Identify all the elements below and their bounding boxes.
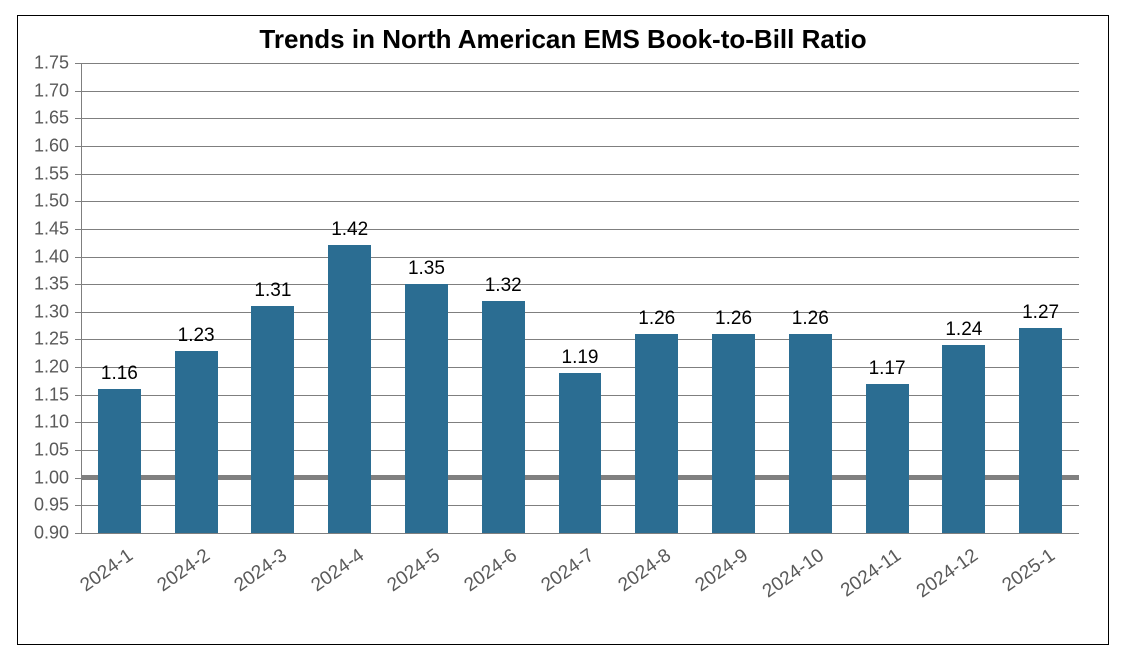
plot-area: 0.900.951.001.051.101.151.201.251.301.35… (81, 63, 1079, 533)
y-tickmark (75, 505, 81, 506)
x-tick-label: 2024-1 (77, 545, 138, 597)
y-tick-label: 1.10 (34, 412, 69, 433)
bar-value-label: 1.17 (869, 358, 906, 380)
bar-value-label: 1.19 (562, 347, 599, 369)
y-tickmark (75, 422, 81, 423)
bar-value-label: 1.31 (254, 280, 291, 302)
y-tickmark (75, 257, 81, 258)
bar (405, 284, 448, 533)
y-tick-label: 1.00 (34, 467, 69, 488)
y-tick-label: 1.45 (34, 218, 69, 239)
y-tick-label: 1.30 (34, 301, 69, 322)
bar-value-label: 1.27 (1022, 302, 1059, 324)
y-tickmark (75, 201, 81, 202)
y-tickmark (75, 146, 81, 147)
gridline (81, 339, 1079, 340)
bar (712, 334, 755, 533)
y-tick-label: 0.95 (34, 495, 69, 516)
x-tick-label: 2024-12 (913, 545, 983, 603)
bar-value-label: 1.42 (331, 219, 368, 241)
bar-value-label: 1.23 (178, 325, 215, 347)
y-tickmark (75, 174, 81, 175)
bar-value-label: 1.26 (792, 308, 829, 330)
bar (175, 351, 218, 533)
y-tick-label: 1.50 (34, 191, 69, 212)
y-tickmark (75, 533, 81, 534)
y-tickmark (75, 450, 81, 451)
bar (635, 334, 678, 533)
y-axis-line (81, 63, 82, 533)
bar (1019, 328, 1062, 533)
bar-value-label: 1.32 (485, 275, 522, 297)
x-tick-label: 2024-2 (154, 545, 215, 597)
y-tick-label: 1.20 (34, 357, 69, 378)
bar-value-label: 1.35 (408, 258, 445, 280)
chart-title: Trends in North American EMS Book-to-Bil… (18, 24, 1108, 55)
bar (789, 334, 832, 533)
y-tick-label: 1.35 (34, 274, 69, 295)
gridline (81, 91, 1079, 92)
y-tickmark (75, 118, 81, 119)
y-tickmark (75, 91, 81, 92)
x-tick-label: 2024-9 (691, 545, 752, 597)
y-tick-label: 1.40 (34, 246, 69, 267)
y-tick-label: 1.25 (34, 329, 69, 350)
y-tick-label: 1.15 (34, 384, 69, 405)
x-tick-label: 2024-6 (461, 545, 522, 597)
y-tick-label: 0.90 (34, 523, 69, 544)
gridline (81, 118, 1079, 119)
y-tickmark (75, 63, 81, 64)
y-tick-label: 1.55 (34, 163, 69, 184)
y-tickmark (75, 367, 81, 368)
x-tick-label: 2024-4 (307, 545, 368, 597)
bar-value-label: 1.26 (715, 308, 752, 330)
bar (866, 384, 909, 533)
gridline (81, 63, 1079, 64)
gridline (81, 201, 1079, 202)
bar-value-label: 1.24 (945, 319, 982, 341)
bar-value-label: 1.16 (101, 363, 138, 385)
x-tick-label: 2024-8 (614, 545, 675, 597)
y-tick-label: 1.05 (34, 440, 69, 461)
bar (98, 389, 141, 533)
x-tick-label: 2024-10 (759, 545, 829, 603)
gridline (81, 229, 1079, 230)
y-tickmark (75, 229, 81, 230)
y-tick-label: 1.65 (34, 108, 69, 129)
gridline (81, 146, 1079, 147)
x-tick-label: 2024-3 (230, 545, 291, 597)
x-tick-label: 2024-7 (538, 545, 599, 597)
gridline (81, 174, 1079, 175)
bar-value-label: 1.26 (638, 308, 675, 330)
x-tick-label: 2024-5 (384, 545, 445, 597)
bar (328, 245, 371, 533)
bar (251, 306, 294, 533)
y-tickmark (75, 312, 81, 313)
y-tickmark (75, 395, 81, 396)
bar (559, 373, 602, 533)
y-tick-label: 1.60 (34, 135, 69, 156)
gridline (81, 257, 1079, 258)
y-tick-label: 1.70 (34, 80, 69, 101)
y-tick-label: 1.75 (34, 53, 69, 74)
y-tickmark (75, 339, 81, 340)
chart-container: Trends in North American EMS Book-to-Bil… (17, 15, 1109, 645)
gridline (81, 533, 1079, 534)
bar (942, 345, 985, 533)
bar (482, 301, 525, 533)
x-tick-label: 2025-1 (998, 545, 1059, 597)
y-tickmark (75, 284, 81, 285)
gridline (81, 284, 1079, 285)
x-tick-label: 2024-11 (837, 545, 906, 602)
gridline (81, 312, 1079, 313)
